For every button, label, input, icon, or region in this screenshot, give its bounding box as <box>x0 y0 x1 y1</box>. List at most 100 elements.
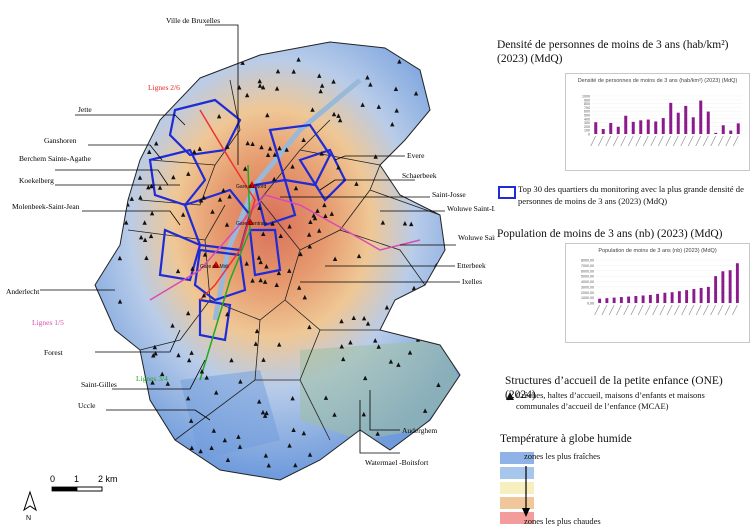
childcare-marker <box>202 252 208 257</box>
childcare-marker <box>265 112 270 118</box>
x-category-label-mark <box>642 135 649 147</box>
childcare-marker <box>291 427 296 433</box>
x-category-label-mark <box>590 135 597 147</box>
childcare-marker <box>409 221 414 227</box>
childcare-marker <box>277 145 282 151</box>
childcare-marker <box>388 359 394 364</box>
x-category-label-mark <box>732 135 739 147</box>
childcare-marker <box>394 108 399 113</box>
label-molenbeek: Molenbeek-Saint-Jean <box>12 202 80 211</box>
childcare-marker <box>110 364 116 370</box>
childcare-marker <box>209 445 214 451</box>
chart-bar <box>699 100 703 134</box>
x-category-label-mark <box>657 135 664 147</box>
childcare-marker <box>258 259 263 265</box>
childcare-marker <box>290 164 295 169</box>
highlight-legend-label: Top 30 des quartiers du monitoring avec … <box>518 184 744 206</box>
childcare-marker <box>149 210 155 216</box>
x-category-label-mark <box>652 304 658 316</box>
y-tick-label: 1000,00 <box>581 296 594 300</box>
x-category-label-mark <box>597 135 604 147</box>
childcare-marker <box>354 181 359 186</box>
childcare-marker <box>117 299 123 304</box>
y-tick-label: 700 <box>584 106 590 110</box>
childcare-marker <box>307 244 312 249</box>
childcare-marker <box>307 452 313 457</box>
label-schaerbeek: Schaerbeek <box>402 171 437 180</box>
childcare-marker <box>296 285 302 290</box>
childcare-marker <box>411 285 417 291</box>
childcare-marker <box>262 413 268 418</box>
x-category-label-mark <box>672 135 679 147</box>
scale-label-1: 1 <box>74 474 79 484</box>
childcare-marker <box>276 270 282 276</box>
childcare-marker <box>396 362 401 367</box>
chart-bar <box>641 295 645 303</box>
childcare-marker <box>134 417 139 422</box>
y-tick-label: 0,00 <box>587 302 594 306</box>
temp-hottest-label: zones les plus chaudes <box>524 516 601 526</box>
childcare-marker <box>257 399 262 404</box>
childcare-marker <box>293 185 299 191</box>
label-evere: Evere <box>407 151 425 160</box>
childcare-marker <box>137 135 142 140</box>
childcare-marker <box>275 68 281 74</box>
population-chart: Population de moins de 3 ans (nb) (2023)… <box>565 243 750 343</box>
childcare-marker <box>287 224 292 229</box>
childcare-marker <box>135 55 141 61</box>
temperature-heading: Température à globe humide <box>500 433 632 445</box>
childcare-marker <box>415 331 421 337</box>
childcare-marker <box>257 83 263 88</box>
childcare-marker <box>311 213 316 218</box>
childcare-marker <box>138 234 144 240</box>
childcare-marker <box>434 414 439 419</box>
label-uccle: Uccle <box>78 401 96 410</box>
childcare-marker <box>211 428 217 433</box>
childcare-marker <box>146 184 151 190</box>
x-category-label-mark <box>645 304 651 316</box>
childcare-marker <box>323 213 328 218</box>
y-tick-label: 400 <box>584 117 590 121</box>
childcare-marker <box>152 344 158 350</box>
y-tick-label: 200 <box>584 125 590 129</box>
childcare-marker <box>150 380 155 385</box>
childcare-marker <box>402 220 408 226</box>
childcare-marker <box>135 107 140 112</box>
childcare-marker <box>261 231 266 237</box>
childcare-marker <box>424 143 429 148</box>
childcare-marker <box>107 251 113 257</box>
chart-bar <box>706 286 710 303</box>
chart-bar <box>685 290 689 303</box>
childcare-marker <box>368 82 373 87</box>
childcare-marker <box>216 113 222 119</box>
childcare-marker <box>384 304 390 310</box>
childcare-marker <box>380 220 386 225</box>
childcare-marker <box>217 197 223 202</box>
childcare-marker <box>147 149 152 154</box>
label-watermael: Watermael -Boitsfort <box>365 458 429 467</box>
childcare-marker <box>157 185 163 190</box>
childcare-marker <box>270 221 275 226</box>
childcare-marker <box>323 395 329 400</box>
childcare-marker <box>138 195 143 200</box>
childcare-marker <box>266 463 271 468</box>
childcare-marker <box>240 60 245 65</box>
label-lignes-1-5: Lignes 1/5 <box>32 318 64 327</box>
childcare-marker <box>264 410 269 416</box>
x-category-label-mark <box>616 304 622 316</box>
childcare-marker <box>180 212 186 217</box>
childcare-marker <box>116 111 121 117</box>
childcare-marker <box>198 448 203 454</box>
y-tick-label: 300 <box>584 121 590 125</box>
x-category-label-mark <box>732 304 738 316</box>
population-heading: Population de moins de 3 ans (nb) (2023)… <box>497 228 723 240</box>
chart-bar <box>714 276 718 303</box>
childcare-marker <box>319 83 325 88</box>
childcare-marker <box>407 350 413 355</box>
x-category-label-mark <box>695 135 702 147</box>
childcare-marker <box>264 263 269 269</box>
station-gare-du-midi: Gare du Midi <box>200 264 229 270</box>
childcare-marker <box>253 341 259 346</box>
arrow-down-icon <box>522 466 530 517</box>
